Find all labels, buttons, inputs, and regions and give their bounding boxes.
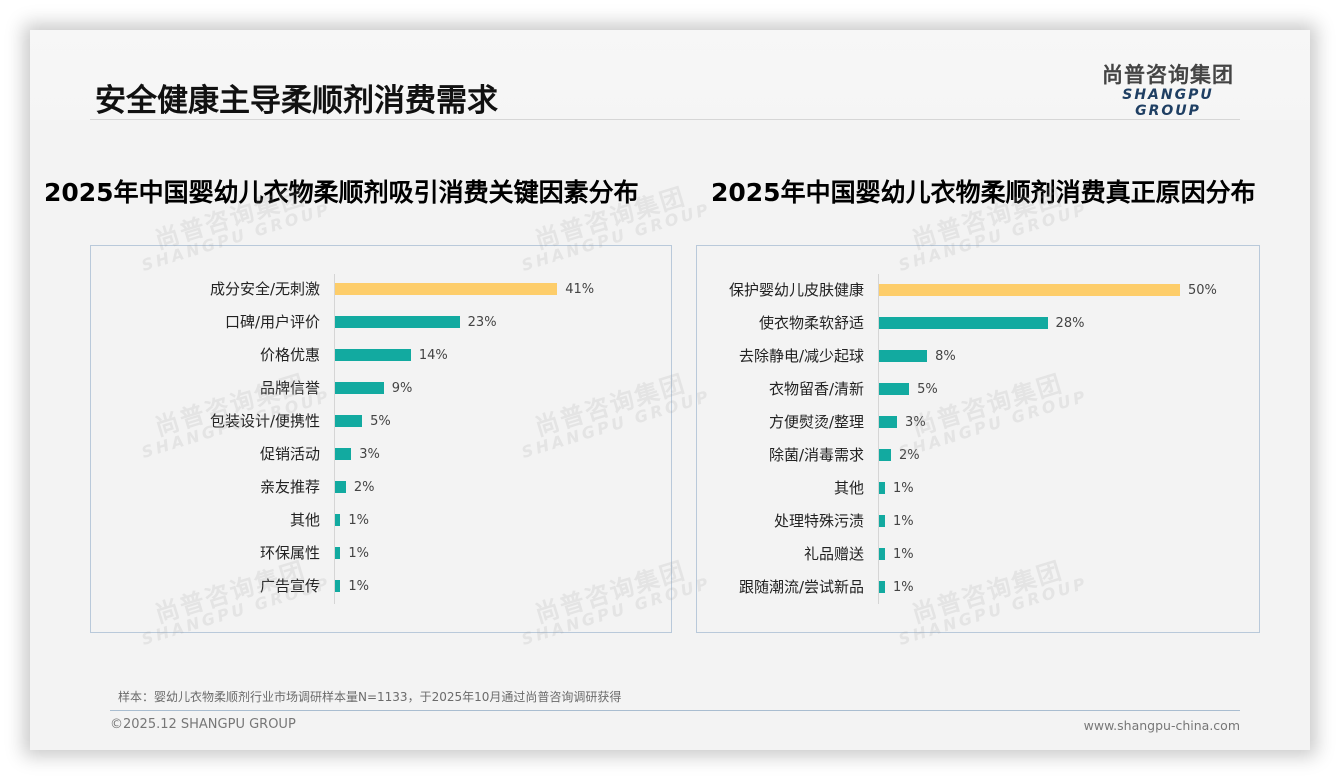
bar xyxy=(335,349,411,361)
website-link[interactable]: www.shangpu-china.com xyxy=(1083,718,1240,733)
bar-row: 跟随潮流/尝试新品 1% xyxy=(697,571,1259,604)
bar-category-label: 方便熨烫/整理 xyxy=(768,413,864,431)
bar-category-label: 使衣物柔软舒适 xyxy=(758,314,864,332)
chart-title-left: 2025年中国婴幼儿衣物柔顺剂吸引消费关键因素分布 xyxy=(44,178,639,207)
chart-right-frame: 保护婴幼儿皮肤健康 50% 使衣物柔软舒适 28% 去除静电/减少起球 8% 衣物留香/清新… xyxy=(696,245,1260,633)
bar-value-label: 41% xyxy=(565,282,595,297)
bar xyxy=(335,580,341,592)
bar-value-label: 50% xyxy=(1188,283,1217,298)
bar-category-label: 其他 xyxy=(833,479,864,497)
bar-value-label: 1% xyxy=(348,546,370,561)
chart-left-frame: 成分安全/无刺激 41% 口碑/用户评价 23% 价格优惠 14% 品牌信誉 9% 包装设计/便… xyxy=(90,245,672,633)
bar xyxy=(335,547,341,559)
bar-row: 亲友推荐 2% xyxy=(91,471,671,504)
bar-category-label: 亲友推荐 xyxy=(259,478,320,496)
chart-left-axis xyxy=(334,274,335,604)
bar-value-label: 2% xyxy=(353,480,375,495)
bar-category-label: 包装设计/便携性 xyxy=(209,412,320,430)
bar-category-label: 其他 xyxy=(289,511,320,529)
bar-value-label: 3% xyxy=(905,415,926,430)
bar-row: 成分安全/无刺激 41% xyxy=(91,273,671,306)
bar-category-label: 跟随潮流/尝试新品 xyxy=(738,578,864,596)
bar-value-label: 1% xyxy=(348,579,370,594)
bar xyxy=(335,448,352,460)
bar-category-label: 礼品赠送 xyxy=(803,545,864,563)
bar-value-label: 1% xyxy=(893,481,914,496)
bar-category-label: 口碑/用户评价 xyxy=(224,313,320,331)
bar-row: 方便熨烫/整理 3% xyxy=(697,406,1259,439)
bar-row: 衣物留香/清新 5% xyxy=(697,373,1259,406)
bar-row: 环保属性 1% xyxy=(91,537,671,570)
bar-row: 口碑/用户评价 23% xyxy=(91,306,671,339)
bar xyxy=(879,350,928,362)
slide: 安全健康主导柔顺剂消费需求 尚普咨询集团 SHANGPU GROUP 2025年… xyxy=(30,30,1310,750)
bar-category-label: 广告宣传 xyxy=(259,577,320,595)
sample-footnote: 样本：婴幼儿衣物柔顺剂行业市场调研样本量N=1133，于2025年10月通过尚普… xyxy=(118,690,622,704)
bar-value-label: 3% xyxy=(359,447,380,462)
bar-row: 其他 1% xyxy=(91,504,671,537)
bar-value-label: 5% xyxy=(370,414,391,429)
bar-value-label: 9% xyxy=(391,381,413,396)
bar-category-label: 处理特殊污渍 xyxy=(773,512,864,530)
bar-value-label: 1% xyxy=(893,547,914,562)
header-band xyxy=(30,30,1310,120)
bar-category-label: 衣物留香/清新 xyxy=(768,380,864,398)
bar-value-label: 1% xyxy=(893,580,914,595)
bar-category-label: 价格优惠 xyxy=(259,346,320,364)
bar-row: 广告宣传 1% xyxy=(91,570,671,603)
bar-category-label: 品牌信誉 xyxy=(259,379,320,397)
bar-value-label: 1% xyxy=(893,514,914,529)
bar-row: 去除静电/减少起球 8% xyxy=(697,340,1259,373)
bar-value-label: 1% xyxy=(348,513,370,528)
bar-row: 包装设计/便携性 5% xyxy=(91,405,671,438)
bar-category-label: 保护婴幼儿皮肤健康 xyxy=(728,281,864,299)
logo-english-text: SHANGPU GROUP xyxy=(1122,87,1214,119)
bar xyxy=(879,548,886,560)
bar-highlight xyxy=(879,284,1180,296)
bar xyxy=(879,416,898,428)
bar-category-label: 成分安全/无刺激 xyxy=(209,280,320,298)
bar-category-label: 环保属性 xyxy=(259,544,320,562)
bar xyxy=(335,382,384,394)
bar-value-label: 28% xyxy=(1055,316,1085,331)
bar xyxy=(879,317,1048,329)
bar-value-label: 5% xyxy=(917,382,938,397)
bar-row: 处理特殊污渍 1% xyxy=(697,505,1259,538)
bar xyxy=(335,514,341,526)
bar xyxy=(879,515,886,527)
logo-chinese-text: 尚普咨询集团 xyxy=(1102,63,1234,87)
bar-category-label: 促销活动 xyxy=(259,445,320,463)
chart-title-right: 2025年中国婴幼儿衣物柔顺剂消费真正原因分布 xyxy=(711,178,1256,207)
bar xyxy=(335,481,346,493)
bar-value-label: 23% xyxy=(467,315,497,330)
bar xyxy=(879,482,886,494)
copyright: ©2025.12 SHANGPU GROUP xyxy=(110,717,296,732)
bar xyxy=(335,316,460,328)
bar-row: 促销活动 3% xyxy=(91,438,671,471)
footer-divider xyxy=(110,710,1240,711)
bar-row: 保护婴幼儿皮肤健康 50% xyxy=(697,274,1259,307)
bar-row: 除菌/消毒需求 2% xyxy=(697,439,1259,472)
bar-row: 品牌信誉 9% xyxy=(91,372,671,405)
bar-highlight xyxy=(335,283,558,295)
bar-value-label: 8% xyxy=(935,349,956,364)
bar-value-label: 2% xyxy=(899,448,920,463)
bar-row: 礼品赠送 1% xyxy=(697,538,1259,571)
bar-row: 价格优惠 14% xyxy=(91,339,671,372)
header-divider xyxy=(90,119,1240,120)
bar-row: 其他 1% xyxy=(697,472,1259,505)
bar xyxy=(879,449,892,461)
chart-right-axis xyxy=(878,274,879,604)
bar-value-label: 14% xyxy=(418,348,448,363)
bar-category-label: 去除静电/减少起球 xyxy=(738,347,864,365)
bar xyxy=(335,415,363,427)
page-title: 安全健康主导柔顺剂消费需求 xyxy=(95,83,498,119)
bar-row: 使衣物柔软舒适 28% xyxy=(697,307,1259,340)
company-logo: 尚普咨询集团 SHANGPU GROUP xyxy=(1088,63,1248,119)
bar-category-label: 除菌/消毒需求 xyxy=(768,446,864,464)
bar xyxy=(879,383,910,395)
bar xyxy=(879,581,886,593)
